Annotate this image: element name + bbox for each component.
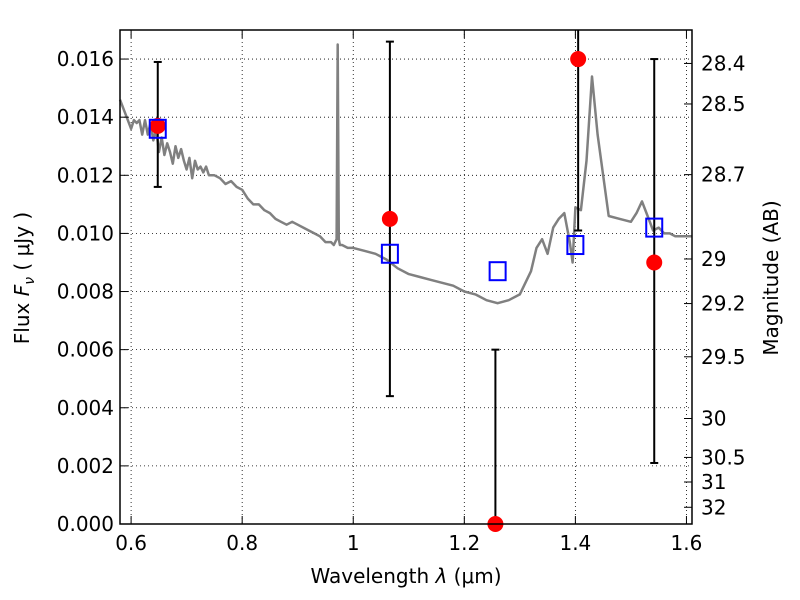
axis-ticks: 0.6 0.8 1 1.2 1.4 1.6 0.000 0.002 0.004 0.006 0.00… xyxy=(57,30,746,555)
y-tick-label: 0.014 xyxy=(57,105,114,129)
x-tick-label: 1.2 xyxy=(448,531,480,555)
right-tick-label: 29 xyxy=(701,247,726,271)
error-bars xyxy=(153,30,659,524)
right-axis-label: Magnitude (AB) xyxy=(759,200,783,355)
model-spectrum-line xyxy=(118,43,692,305)
y-tick-label: 0.006 xyxy=(57,338,114,362)
model-band-point xyxy=(488,261,507,282)
y-tick-label: 0.004 xyxy=(57,396,114,420)
y-tick-label: 0.012 xyxy=(57,163,114,187)
model-band-point xyxy=(566,235,585,256)
right-tick-label: 28.5 xyxy=(701,92,746,116)
x-tick-label: 1.6 xyxy=(671,531,703,555)
model-band-point xyxy=(380,243,399,264)
right-tick-label: 32 xyxy=(701,495,726,519)
y-tick-label: 0.016 xyxy=(57,47,114,71)
grid xyxy=(120,30,692,524)
x-tick-label: 1 xyxy=(347,531,360,555)
right-tick-label: 30 xyxy=(701,406,726,430)
right-tick-label: 28.4 xyxy=(701,51,746,75)
observed-point xyxy=(646,254,663,271)
y-tick-label: 0.002 xyxy=(57,454,114,478)
y-axis-label: Flux Fν ( μJy ) xyxy=(10,212,38,344)
model-spectrum xyxy=(118,43,692,305)
x-tick-label: 0.6 xyxy=(115,531,147,555)
y-tick-label: 0.008 xyxy=(57,280,114,304)
model-band-point xyxy=(645,217,664,238)
x-axis-label: Wavelength λ (μm) xyxy=(310,564,501,588)
x-tick-label: 1.4 xyxy=(559,531,591,555)
observed-point xyxy=(149,117,166,134)
data-points xyxy=(148,51,664,532)
right-tick-label: 31 xyxy=(701,470,726,494)
right-tick-label: 29.5 xyxy=(701,345,746,369)
model-band-point xyxy=(148,118,167,139)
y-tick-label: 0.000 xyxy=(57,512,114,536)
x-tick-label: 0.8 xyxy=(226,531,258,555)
right-tick-label: 29.2 xyxy=(701,292,746,316)
y-tick-label: 0.010 xyxy=(57,221,114,245)
right-tick-label: 28.7 xyxy=(701,163,746,187)
observed-point xyxy=(570,51,587,68)
observed-point xyxy=(381,210,398,227)
plot-frame xyxy=(119,29,693,525)
right-tick-label: 30.5 xyxy=(701,445,746,469)
